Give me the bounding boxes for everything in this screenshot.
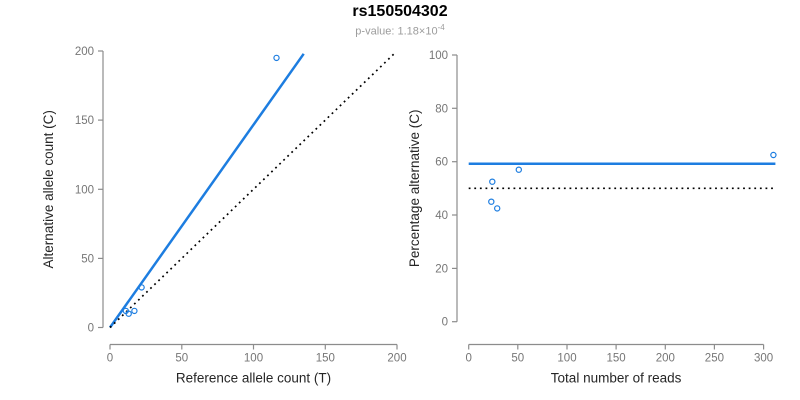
pvalue-text: p-value: 1.18×10	[355, 25, 438, 38]
x-tick-label: 250	[705, 353, 724, 365]
x-tick-label: 300	[754, 353, 773, 365]
x-tick-label: 50	[511, 353, 524, 365]
x-tick-label: 150	[607, 353, 626, 365]
right-scatter-panel: 0 20 40 60 80 100 0 50 100 150 200 250 300 Total numb…	[407, 50, 777, 386]
data-point	[770, 151, 777, 159]
y-tick-label: 100	[75, 184, 94, 196]
data-point	[131, 307, 138, 315]
y-tick-label: 100	[429, 50, 448, 62]
y-tick-label: 0	[88, 323, 94, 335]
x-tick-label: 200	[656, 353, 675, 365]
data-point	[515, 166, 523, 173]
x-axis-title: Total number of reads	[551, 371, 682, 386]
left-scatter-panel: 0 50 100 150 200 0 50 100 150 200 Reference allele…	[41, 46, 407, 386]
x-tick-label: 100	[244, 353, 263, 365]
data-point	[125, 310, 132, 317]
y-tick-label: 0	[442, 317, 448, 329]
x-tick-label: 150	[316, 353, 335, 365]
y-tick-label: 20	[435, 263, 448, 275]
y-tick-label: 40	[435, 210, 448, 222]
data-point	[138, 284, 145, 291]
figure-title: rs150504302	[352, 3, 448, 20]
pvalue-exponent: -4	[437, 23, 445, 32]
data-point	[273, 54, 280, 62]
data-point	[494, 205, 501, 212]
y-axis-title: Percentage alternative (C)	[407, 110, 422, 268]
data-point	[488, 198, 495, 205]
x-tick-label: 100	[557, 353, 576, 365]
y-tick-label: 80	[435, 103, 448, 115]
y-axis-title: Alternative allele count (C)	[41, 110, 56, 268]
fit-line	[108, 53, 305, 329]
y-tick-label: 60	[435, 157, 448, 169]
x-tick-label: 0	[107, 353, 113, 365]
y-tick-label: 200	[75, 46, 94, 58]
x-tick-label: 0	[465, 353, 471, 365]
identity-line	[109, 53, 395, 329]
data-point	[489, 178, 496, 185]
y-tick-label: 50	[81, 253, 94, 265]
figure-subtitle: p-value: 1.18×10-4	[0, 23, 800, 38]
y-tick-label: 150	[75, 115, 94, 127]
x-tick-label: 50	[175, 353, 188, 365]
x-tick-label: 200	[387, 353, 406, 365]
x-axis-title: Reference allele count (T)	[176, 371, 331, 386]
